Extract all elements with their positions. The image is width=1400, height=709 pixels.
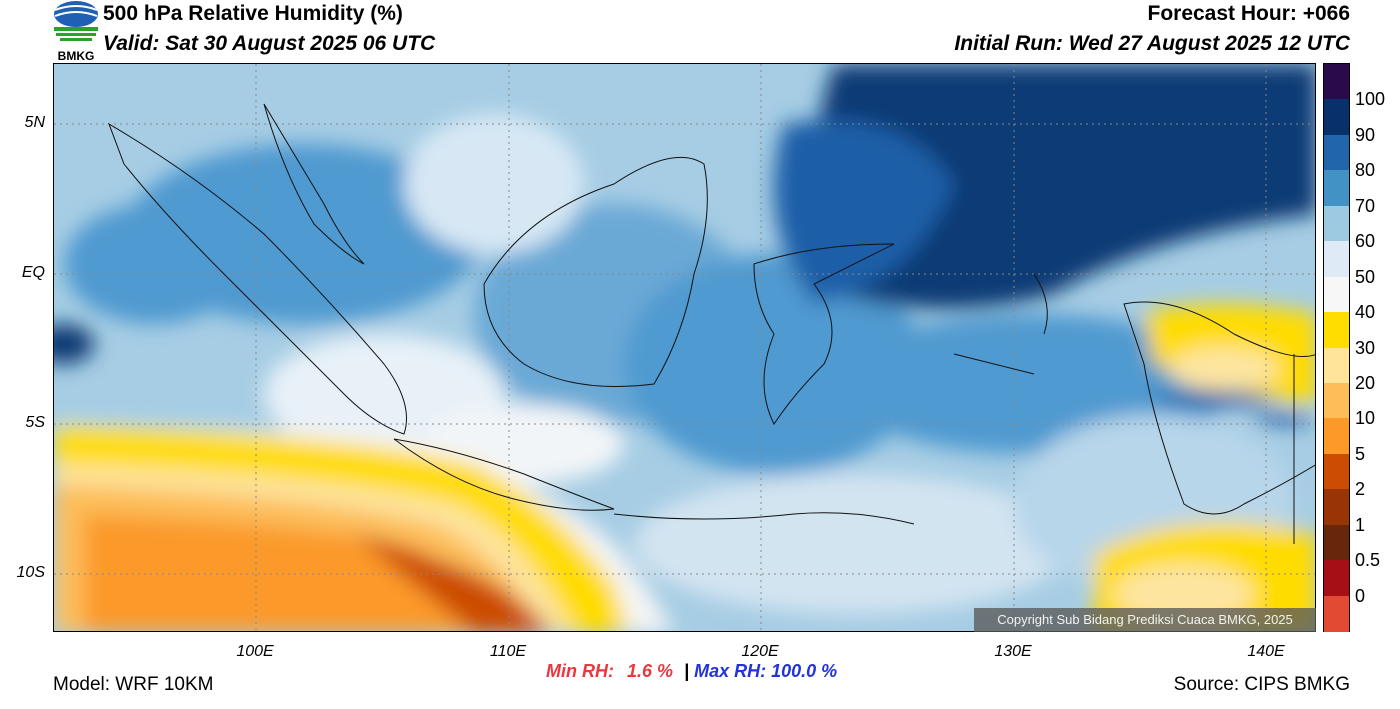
model-label: Model: WRF 10KM (53, 674, 214, 695)
colorbar-segment (1324, 453, 1349, 490)
colorbar-label: 50 (1355, 266, 1376, 287)
colorbar-label: 10 (1355, 408, 1376, 429)
lat-label-5n: 5N (24, 114, 45, 131)
colorbar-segment (1324, 205, 1349, 242)
colorbar-segment (1324, 382, 1349, 419)
colorbar-segment (1324, 524, 1349, 561)
colorbar-label: 100 (1355, 89, 1386, 110)
max-rh-label: Max RH: (694, 661, 767, 681)
lat-label-10s: 10S (16, 564, 45, 581)
colorbar-label: 30 (1355, 337, 1376, 358)
source-label: Source: CIPS BMKG (1173, 674, 1350, 695)
rh-stats: Min RH: 1.6 % | Max RH: 100.0 % (546, 661, 837, 682)
humidity-fields (54, 64, 1315, 631)
colorbar-label: 20 (1355, 372, 1376, 393)
logo-text: BMKG (57, 49, 95, 63)
bmkg-logo: BMKG (52, 0, 100, 63)
colorbar-label: 90 (1355, 124, 1376, 145)
colorbar-segment (1324, 418, 1349, 455)
colorbar-segment (1324, 64, 1349, 100)
lat-label-5s: 5S (25, 414, 45, 431)
copyright-notice: Copyright Sub Bidang Prediksi Cuaca BMKG… (974, 608, 1316, 632)
colorbar-segment (1324, 241, 1349, 278)
lon-label-110e: 110E (489, 643, 527, 660)
lat-label-eq: EQ (21, 264, 45, 281)
min-rh-label: Min RH: (546, 661, 614, 681)
colorbar-segment (1324, 347, 1349, 384)
colorbar-segment (1324, 99, 1349, 136)
lon-label-140e: 140E (1247, 643, 1285, 660)
map-canvas (54, 64, 1315, 631)
colorbar-segment (1324, 276, 1349, 313)
valid-time: Valid: Sat 30 August 2025 06 UTC (103, 32, 436, 55)
colorbar-segment (1324, 134, 1349, 171)
colorbar-label: 0 (1355, 585, 1366, 606)
colorbar-segment (1324, 489, 1349, 526)
graticule (54, 64, 1315, 631)
humidity-map (53, 63, 1316, 632)
bmkg-emblem-icon (54, 1, 98, 41)
min-rh-value: 1.6 % (627, 661, 674, 681)
colorbar-label: 1 (1355, 514, 1366, 535)
colorbar-label: 70 (1355, 195, 1376, 216)
colorbar-label: 40 (1355, 302, 1376, 323)
initial-run: Initial Run: Wed 27 August 2025 12 UTC (954, 32, 1350, 55)
lon-label-100e: 100E (236, 643, 274, 660)
lon-label-120e: 120E (741, 643, 779, 660)
lon-label-130e: 130E (994, 643, 1032, 660)
coastlines (108, 103, 1315, 544)
colorbar-segment (1324, 560, 1349, 597)
stats-separator: | (684, 661, 690, 681)
colorbar-segment (1324, 312, 1349, 348)
max-rh-value: 100.0 % (771, 661, 838, 681)
chart-title: 500 hPa Relative Humidity (%) (103, 2, 403, 25)
colorbar-label: 60 (1355, 231, 1376, 252)
colorbar-label: 80 (1355, 160, 1376, 181)
colorbar (1323, 63, 1350, 632)
colorbar-segment (1324, 170, 1349, 207)
colorbar-label: 2 (1355, 479, 1366, 500)
forecast-hour: Forecast Hour: +066 (1147, 2, 1351, 25)
colorbar-label: 0.5 (1355, 550, 1381, 571)
colorbar-label: 5 (1355, 443, 1366, 464)
colorbar-segment (1324, 595, 1349, 632)
